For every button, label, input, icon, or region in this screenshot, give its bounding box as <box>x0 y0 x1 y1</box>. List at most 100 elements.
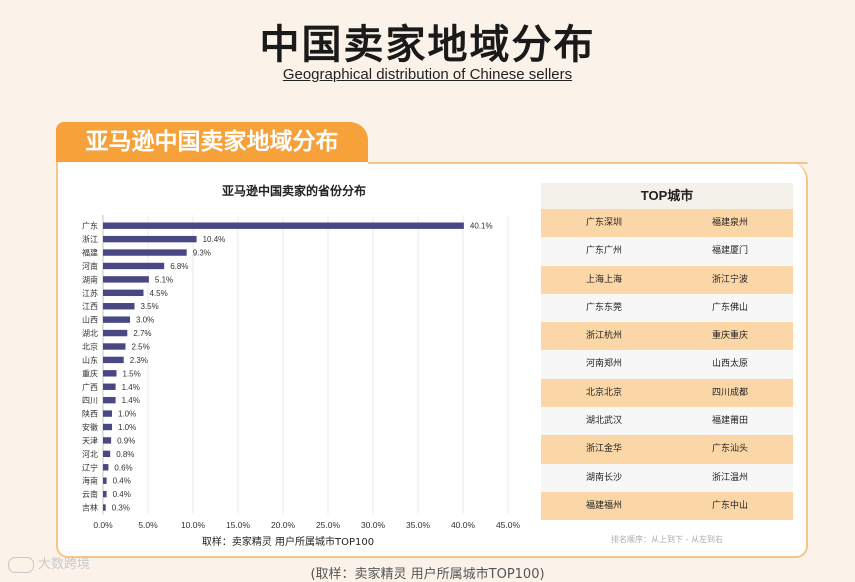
city-cell: 浙江宁波 <box>711 274 748 285</box>
city-row: 上海上海 浙江宁波 <box>541 265 793 294</box>
category-label: 辽宁 <box>82 462 98 472</box>
top-cities-panel: TOP城市 广东深圳 福建泉州 广东广州 福建厦门 上海上海 浙江宁波 广东东莞 广东佛山 浙江… <box>541 183 793 521</box>
city-row: 河南郑州 山西太原 <box>541 350 793 379</box>
value-label: 0.4% <box>113 490 131 499</box>
city-row: 广东深圳 福建泉州 <box>541 209 793 238</box>
x-tick-label: 10.0% <box>181 520 206 530</box>
ranking-note: 排名顺序：从上到下 - 从左到右 <box>611 535 723 544</box>
city-cell: 浙江温州 <box>711 472 748 483</box>
city-cell: 广东广州 <box>585 246 622 257</box>
city-cell: 广东中山 <box>711 500 748 511</box>
city-cell: 重庆重庆 <box>711 331 748 342</box>
category-label: 河北 <box>82 449 98 459</box>
card-border-top <box>368 162 808 164</box>
category-label: 江西 <box>82 302 98 311</box>
category-label: 海南 <box>82 476 98 486</box>
bar <box>103 396 116 404</box>
bar <box>103 343 126 350</box>
city-cell: 北京北京 <box>585 387 622 398</box>
category-label: 安徽 <box>82 422 98 432</box>
x-tick-label: 25.0% <box>316 520 341 530</box>
x-tick-label: 30.0% <box>361 520 386 530</box>
city-cell: 福建泉州 <box>711 218 748 228</box>
city-cell: 广东深圳 <box>585 218 622 228</box>
bar <box>103 289 144 297</box>
city-cell: 浙江杭州 <box>585 331 622 342</box>
city-cell: 上海上海 <box>585 274 622 285</box>
category-label: 天津 <box>82 435 98 445</box>
value-label: 2.5% <box>132 342 150 351</box>
city-cell: 浙江金华 <box>585 444 622 455</box>
value-label: 3.0% <box>136 316 154 325</box>
bar <box>103 490 107 498</box>
value-label: 1.0% <box>118 410 136 419</box>
value-label: 6.8% <box>170 262 188 271</box>
category-label: 河南 <box>82 261 98 271</box>
category-label: 山东 <box>82 355 98 365</box>
value-label: 3.5% <box>141 302 159 311</box>
top-cities-table: 广东深圳 福建泉州广东广州 福建厦门上海上海 浙江宁波广东东莞 广东佛山浙江杭州 重庆重庆… <box>541 209 793 521</box>
city-cell: 福建厦门 <box>711 246 748 257</box>
category-label: 重庆 <box>82 368 98 378</box>
city-row: 浙江杭州 重庆重庆 <box>541 322 793 351</box>
city-row: 广东东莞 广东佛山 <box>541 293 793 323</box>
bar <box>103 262 165 270</box>
category-label: 江苏 <box>82 288 98 298</box>
value-label: 1.4% <box>122 396 140 405</box>
city-cell: 广东东莞 <box>585 302 622 313</box>
value-label: 1.0% <box>118 423 136 432</box>
city-row: 浙江金华 广东汕头 <box>541 435 793 464</box>
category-label: 福建 <box>82 248 98 258</box>
bar <box>103 477 107 484</box>
section-tab: 亚马逊中国卖家地域分布 <box>56 122 368 162</box>
watermark: 大数跨境 <box>8 553 90 573</box>
city-cell: 福建莆田 <box>711 416 748 427</box>
bar <box>103 450 111 458</box>
bar <box>103 356 124 364</box>
bar <box>103 316 130 323</box>
value-label: 1.4% <box>122 383 140 392</box>
x-tick-label: 15.0% <box>226 520 251 530</box>
bottom-caption: (取样：卖家精灵 用户所属城市TOP100) <box>310 567 545 582</box>
city-cell: 广东佛山 <box>711 302 748 313</box>
city-row: 北京北京 四川成都 <box>541 378 793 408</box>
value-label: 0.8% <box>116 450 134 459</box>
category-label: 北京 <box>82 341 98 351</box>
category-label: 广东 <box>82 221 98 231</box>
city-cell: 山西太原 <box>711 359 748 370</box>
bar <box>103 249 187 256</box>
value-label: 5.1% <box>155 275 173 284</box>
x-tick-label: 20.0% <box>271 520 296 530</box>
category-label: 湖北 <box>82 329 98 338</box>
bar <box>103 222 464 229</box>
bar <box>103 329 128 337</box>
chart-source: 取样：卖家精灵 用户所属城市TOP100 <box>202 535 374 548</box>
city-cell: 广东汕头 <box>711 444 748 455</box>
city-row: 福建福州 广东中山 <box>541 491 793 521</box>
bar <box>103 383 116 390</box>
city-cell: 湖南长沙 <box>585 472 622 483</box>
value-label: 2.7% <box>133 329 151 338</box>
bar <box>103 504 106 511</box>
value-label: 1.5% <box>123 369 141 378</box>
city-cell: 河南郑州 <box>585 359 622 370</box>
chart-title: 亚马逊中国卖家的省份分布 <box>222 183 366 198</box>
bar <box>103 423 112 431</box>
x-tick-label: 45.0% <box>496 520 521 530</box>
category-label: 吉林 <box>82 503 98 513</box>
bar <box>103 410 112 417</box>
x-tick-label: 5.0% <box>138 520 158 530</box>
bar <box>103 303 135 310</box>
value-label: 10.4% <box>203 235 226 244</box>
category-label: 陕西 <box>82 409 98 419</box>
value-label: 9.3% <box>193 249 211 258</box>
city-row: 湖北武汉 福建莆田 <box>541 407 793 436</box>
value-label: 40.1% <box>470 222 493 231</box>
city-cell: 福建福州 <box>585 500 622 511</box>
bar <box>103 464 109 471</box>
bar <box>103 437 112 444</box>
category-label: 湖南 <box>82 274 98 284</box>
page-title: 中国卖家地域分布 <box>259 22 596 68</box>
value-label: 2.3% <box>130 356 148 365</box>
province-bar-chart: 亚马逊中国卖家的省份分布 0.0% 5.0% 10.0% 15.0% 20.0% 25.0%… <box>82 183 521 548</box>
